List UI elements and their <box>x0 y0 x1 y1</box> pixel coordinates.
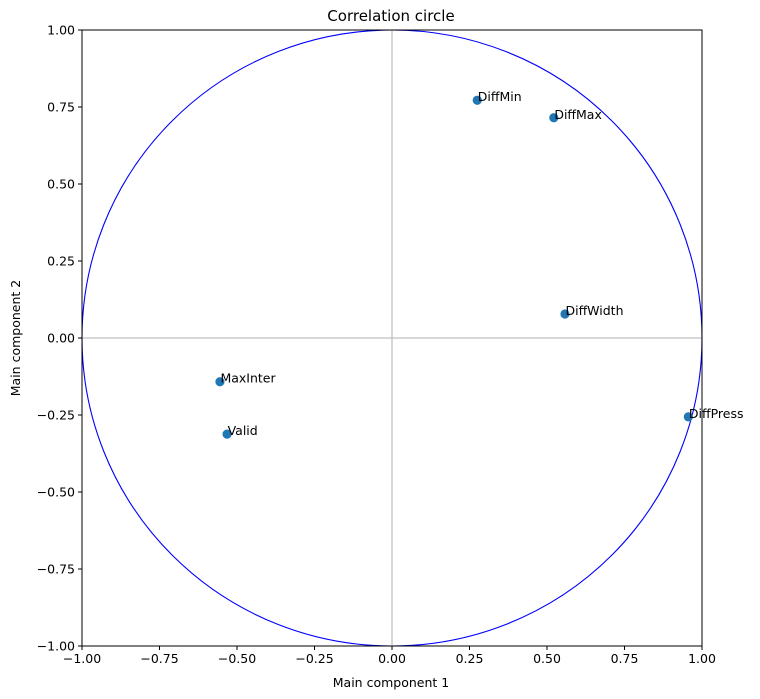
x-tick-label: 0.25 <box>456 651 484 666</box>
x-tick-label: 0.00 <box>378 651 406 666</box>
x-tick-label: −0.25 <box>295 651 333 666</box>
x-axis-label: Main component 1 <box>333 675 449 690</box>
y-tick-label: −0.75 <box>37 562 75 577</box>
x-tick-label: 1.00 <box>688 651 716 666</box>
point-label-diffwidth: DiffWidth <box>565 303 623 318</box>
y-tick-label: 1.00 <box>47 23 75 38</box>
data-point-diffwidth <box>560 309 570 319</box>
data-point-valid <box>222 429 232 439</box>
data-point-diffmax <box>549 113 559 123</box>
point-label-valid: Valid <box>228 423 258 438</box>
x-tick-label: 0.50 <box>533 651 561 666</box>
point-label-diffpress: DiffPress <box>689 406 744 421</box>
data-point-diffmin <box>472 95 482 105</box>
plot-area: DiffMin DiffMax DiffWidth DiffPress MaxInter… <box>37 23 744 667</box>
y-tick-label: −1.00 <box>37 639 75 654</box>
point-label-diffmax: DiffMax <box>554 107 602 122</box>
chart-title: Correlation circle <box>327 7 454 25</box>
x-tick-label: −0.75 <box>140 651 178 666</box>
data-point-diffpress <box>683 412 693 422</box>
x-tick-label: 0.75 <box>611 651 639 666</box>
y-axis-label: Main component 2 <box>8 280 23 396</box>
y-tick-label: 0.00 <box>47 331 75 346</box>
y-tick-label: 0.75 <box>47 100 75 115</box>
y-tick-label: −0.25 <box>37 408 75 423</box>
x-tick-label: −1.00 <box>63 651 101 666</box>
y-tick-label: −0.50 <box>37 485 75 500</box>
point-label-diffmin: DiffMin <box>478 89 522 104</box>
y-tick-label: 0.50 <box>47 177 75 192</box>
x-tick-label: −0.50 <box>218 651 256 666</box>
data-point-maxinter <box>215 377 225 387</box>
y-tick-label: 0.25 <box>47 254 75 269</box>
point-label-maxinter: MaxInter <box>220 371 276 386</box>
